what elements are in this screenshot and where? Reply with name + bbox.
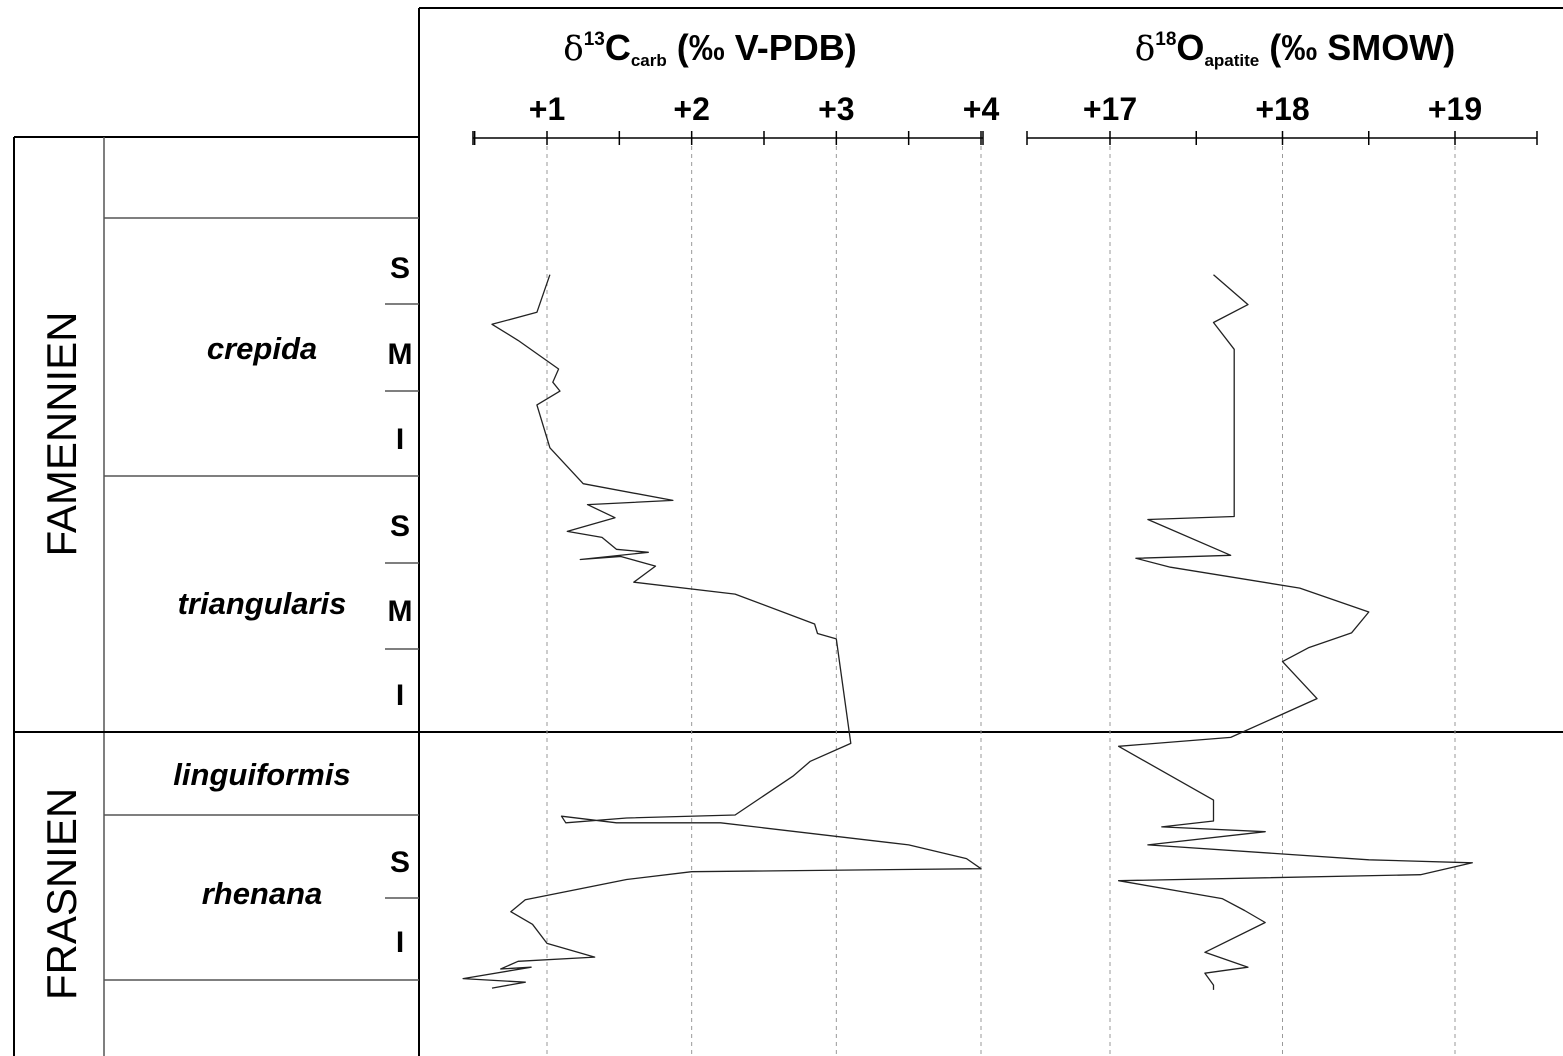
subzone-label: S bbox=[390, 846, 410, 879]
carbon-tick-label: +3 bbox=[818, 91, 854, 127]
title-element: O bbox=[1176, 27, 1204, 68]
oxygen-tick-label: +19 bbox=[1428, 91, 1482, 127]
carbon-tick-label: +2 bbox=[673, 91, 709, 127]
carbon-isotope-panel: +1 +2 +3 +4 bbox=[462, 91, 1000, 1056]
zone-label: crepida bbox=[207, 331, 317, 366]
carbon-tick-label: +4 bbox=[963, 91, 1000, 127]
stage-label: FRASNIEN bbox=[38, 788, 85, 1000]
oxygen-tick-label: +17 bbox=[1083, 91, 1137, 127]
subzone-label: I bbox=[396, 926, 404, 959]
zone-label: rhenana bbox=[202, 876, 323, 911]
title-subscript: apatite bbox=[1204, 51, 1259, 70]
title-delta: δ bbox=[1135, 29, 1155, 69]
oxygen-tick-label: +18 bbox=[1255, 91, 1309, 127]
title-superscript: 13 bbox=[584, 29, 605, 50]
title-delta: δ bbox=[563, 29, 583, 69]
title-element: C bbox=[605, 27, 631, 68]
carbon-isotope-curve bbox=[462, 274, 982, 989]
oxygen-isotope-axis-title: δ18Oapatite (‰ SMOW) bbox=[1135, 27, 1455, 70]
carbon-tick-label: +1 bbox=[529, 91, 565, 127]
title-units: (‰ SMOW) bbox=[1259, 27, 1455, 68]
zone-label: linguiformis bbox=[173, 757, 350, 792]
title-subscript: carb bbox=[631, 51, 667, 70]
subzone-label: M bbox=[388, 595, 413, 628]
oxygen-isotope-panel: +17 +18 +19 bbox=[1026, 91, 1538, 1056]
carbon-isotope-axis-title: δ13Ccarb (‰ V-PDB) bbox=[563, 27, 857, 70]
subzone-label: I bbox=[396, 679, 404, 712]
stage-label: FAMENNIEN bbox=[38, 311, 85, 556]
subzone-label: S bbox=[390, 252, 410, 285]
subzone-label: M bbox=[388, 338, 413, 371]
zone-label: triangularis bbox=[178, 586, 347, 621]
subzone-label: I bbox=[396, 423, 404, 456]
subzone-label: S bbox=[390, 510, 410, 543]
title-superscript: 18 bbox=[1155, 29, 1176, 50]
title-units: (‰ V-PDB) bbox=[667, 27, 857, 68]
stratigraphic-column bbox=[13, 7, 1563, 1056]
oxygen-isotope-curve bbox=[1117, 274, 1473, 990]
